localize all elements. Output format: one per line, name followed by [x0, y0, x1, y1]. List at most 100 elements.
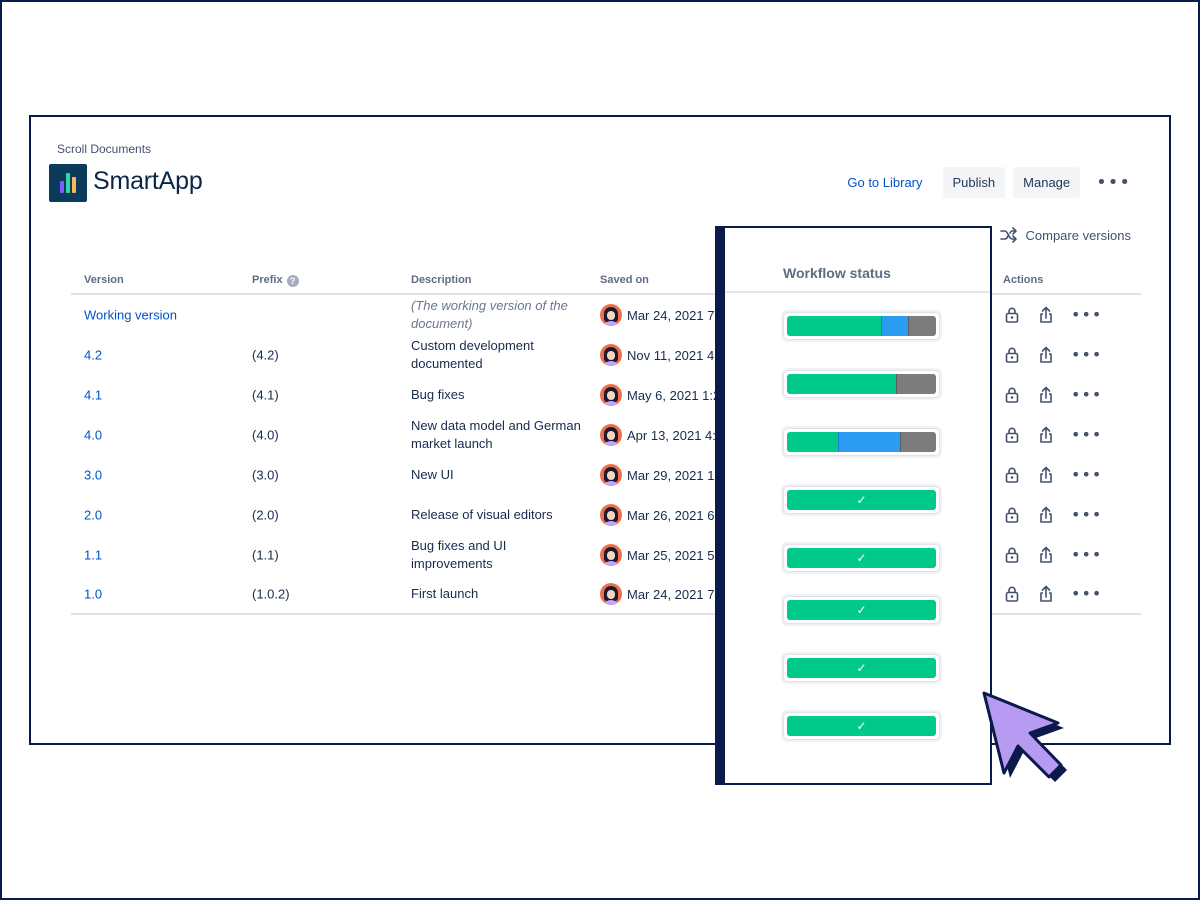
publish-button[interactable]: Publish: [942, 167, 1006, 198]
lock-icon[interactable]: [1003, 466, 1021, 484]
header-actions: Go to Library Publish Manage •••: [835, 167, 1139, 198]
avatar-face: [607, 590, 615, 599]
saved-on-date: Nov 11, 2021 4:: [627, 347, 718, 363]
more-options-icon[interactable]: •••: [1071, 465, 1103, 484]
help-icon[interactable]: ?: [286, 275, 299, 287]
manage-button[interactable]: Manage: [1013, 167, 1081, 198]
lock-icon[interactable]: [1003, 546, 1021, 564]
workflow-track: ✓: [787, 600, 936, 620]
avatar-body: [603, 321, 619, 326]
more-options-icon[interactable]: •••: [1071, 425, 1103, 444]
more-options-icon[interactable]: •••: [1071, 305, 1103, 324]
share-icon[interactable]: [1037, 506, 1055, 524]
workflow-status-bar[interactable]: ✓: [783, 486, 940, 514]
breadcrumb[interactable]: Scroll Documents: [57, 142, 152, 156]
share-icon[interactable]: [1037, 546, 1055, 564]
workflow-status-bar[interactable]: ✓: [783, 596, 940, 624]
avatar-body: [603, 561, 619, 566]
table-header: Version Prefix? Description Saved on Act…: [71, 265, 1141, 295]
prefix-value: (3.0): [252, 467, 279, 483]
description-text: Custom development documented: [411, 338, 534, 371]
app-window: Scroll Documents SmartApp Go to Library …: [29, 115, 1171, 745]
checkmark-icon: ✓: [856, 719, 867, 733]
avatar[interactable]: [600, 583, 622, 605]
row-actions: •••: [1003, 585, 1102, 603]
more-options-icon[interactable]: •••: [1088, 172, 1139, 193]
prefix-value: (4.2): [252, 347, 279, 363]
lock-icon[interactable]: [1003, 306, 1021, 324]
saved-on-date: Mar 26, 2021 6:: [627, 507, 719, 523]
workflow-status-bar[interactable]: [783, 312, 940, 340]
prefix-value: (4.1): [252, 387, 279, 403]
table-row: 2.0 (2.0) Release of visual editors Mar 26,…: [71, 495, 1141, 535]
saved-on-cell: Mar 25, 2021 5:: [600, 544, 718, 566]
version-link[interactable]: 1.0: [84, 586, 103, 602]
workflow-status-bar[interactable]: [783, 428, 940, 456]
prefix-value: (1.0.2): [252, 586, 290, 602]
workflow-status-bar[interactable]: ✓: [783, 712, 940, 740]
column-header-version: Version: [84, 274, 124, 286]
lock-icon[interactable]: [1003, 386, 1021, 404]
workflow-status-bar[interactable]: ✓: [783, 544, 940, 572]
lock-icon[interactable]: [1003, 426, 1021, 444]
version-link[interactable]: Working version: [84, 307, 177, 323]
avatar[interactable]: [600, 384, 622, 406]
lock-icon[interactable]: [1003, 506, 1021, 524]
saved-on-cell: Mar 24, 2021 7:: [600, 304, 718, 326]
avatar-face: [607, 311, 615, 320]
lock-icon[interactable]: [1003, 346, 1021, 364]
avatar[interactable]: [600, 424, 622, 446]
saved-on-cell: Nov 11, 2021 4:: [600, 344, 718, 366]
workflow-segment-todo: [895, 374, 936, 394]
row-actions: •••: [1003, 346, 1102, 364]
row-actions: •••: [1003, 546, 1102, 564]
version-link[interactable]: 4.0: [84, 427, 103, 443]
workflow-track: [787, 316, 936, 336]
checkmark-icon: ✓: [856, 661, 867, 675]
workflow-segment-done: [787, 316, 881, 336]
workflow-status-bar[interactable]: [783, 370, 940, 398]
row-actions: •••: [1003, 386, 1102, 404]
go-to-library-button[interactable]: Go to Library: [835, 169, 934, 196]
more-options-icon[interactable]: •••: [1071, 545, 1103, 564]
avatar[interactable]: [600, 344, 622, 366]
table-row: 3.0 (3.0) New UI Mar 29, 2021 1: •••: [71, 455, 1141, 495]
description-text: First launch: [411, 586, 479, 601]
avatar[interactable]: [600, 464, 622, 486]
description-text: Release of visual editors: [411, 507, 553, 522]
lock-icon[interactable]: [1003, 585, 1021, 603]
share-icon[interactable]: [1037, 426, 1055, 444]
more-options-icon[interactable]: •••: [1071, 505, 1103, 524]
saved-on-cell: Mar 29, 2021 1:: [600, 464, 718, 486]
more-options-icon[interactable]: •••: [1071, 385, 1103, 404]
more-options-icon[interactable]: •••: [1071, 345, 1103, 364]
workflow-segment-done: [787, 716, 936, 736]
version-link[interactable]: 4.1: [84, 387, 103, 403]
logo-bar: [72, 177, 76, 193]
table-row: 4.1 (4.1) Bug fixes May 6, 2021 1:2 •••: [71, 375, 1141, 415]
column-header-actions: Actions: [1003, 274, 1044, 286]
share-icon[interactable]: [1037, 466, 1055, 484]
avatar-face: [607, 471, 615, 480]
more-options-icon[interactable]: •••: [1071, 584, 1103, 603]
version-link[interactable]: 4.2: [84, 347, 103, 363]
share-icon[interactable]: [1037, 346, 1055, 364]
version-link[interactable]: 2.0: [84, 507, 103, 523]
avatar[interactable]: [600, 544, 622, 566]
avatar-face: [607, 391, 615, 400]
avatar-face: [607, 551, 615, 560]
checkmark-icon: ✓: [856, 603, 867, 617]
share-icon[interactable]: [1037, 306, 1055, 324]
version-link[interactable]: 3.0: [84, 467, 103, 483]
version-link[interactable]: 1.1: [84, 547, 103, 563]
workflow-status-bar[interactable]: ✓: [783, 654, 940, 682]
column-header-prefix-label: Prefix: [252, 274, 283, 286]
avatar[interactable]: [600, 304, 622, 326]
saved-on-date: Mar 24, 2021 7:: [627, 307, 719, 323]
share-icon[interactable]: [1037, 585, 1055, 603]
workflow-track: ✓: [787, 658, 936, 678]
column-header-description: Description: [411, 274, 472, 286]
avatar[interactable]: [600, 504, 622, 526]
share-icon[interactable]: [1037, 386, 1055, 404]
compare-versions-button[interactable]: Compare versions: [999, 227, 1131, 243]
